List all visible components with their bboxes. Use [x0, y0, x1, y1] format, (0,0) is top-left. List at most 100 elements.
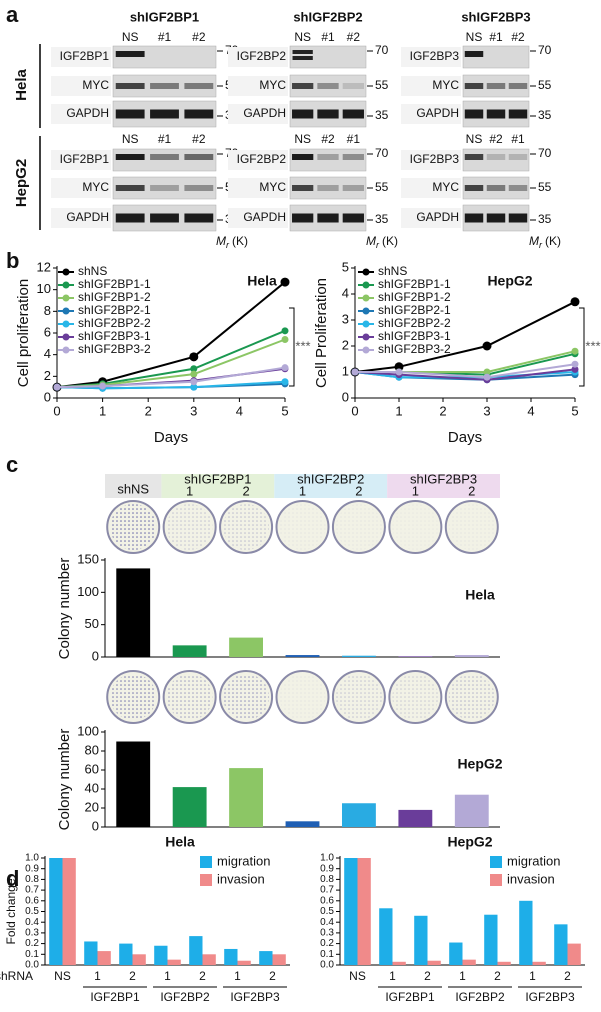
group-label: IGF2BP3	[230, 990, 280, 1004]
marker-label: 35	[538, 108, 552, 122]
data-point	[483, 373, 491, 381]
data-point	[281, 336, 289, 343]
y-tick-label: 0	[44, 389, 51, 404]
band	[115, 185, 145, 191]
series-line	[56, 366, 286, 389]
legend-label: invasion	[507, 871, 555, 886]
y-tick-label: 10	[37, 281, 51, 296]
legend-marker	[362, 268, 370, 276]
y-tick-label: 1.0	[25, 853, 39, 864]
series-line	[56, 380, 286, 390]
group-label: IGF2BP2	[455, 990, 505, 1004]
band	[292, 109, 314, 119]
legend-marker	[362, 307, 370, 315]
bar	[172, 787, 207, 827]
bar	[344, 858, 358, 965]
x-axis-label: Days	[154, 429, 188, 446]
bar	[84, 941, 98, 965]
marker-label: 35	[538, 212, 552, 226]
legend-label: migration	[507, 853, 560, 868]
x-tick-label: 4	[527, 403, 534, 418]
bar	[224, 948, 238, 965]
data-point	[190, 370, 198, 378]
y-tick-label: 0.1	[320, 949, 334, 960]
lane-label: #1	[511, 132, 525, 146]
y-tick-label: 0.7	[25, 885, 39, 896]
protein-label: GAPDH	[66, 210, 109, 224]
protein-label: MYC	[259, 180, 286, 194]
bar	[202, 954, 216, 965]
legend-label: invasion	[217, 871, 265, 886]
legend-label: shNS	[378, 264, 407, 278]
band	[486, 109, 506, 119]
band	[184, 109, 214, 119]
protein-label: MYC	[259, 78, 286, 92]
x-tick-label: 1	[395, 403, 402, 418]
band	[464, 83, 484, 89]
y-tick-label: 4	[342, 285, 349, 300]
label-box	[228, 104, 288, 124]
colony-stain	[448, 674, 495, 720]
group-label: IGF2BP3	[525, 990, 575, 1004]
bar	[49, 858, 63, 965]
bar	[454, 794, 489, 827]
x-tick-label: 2	[494, 969, 501, 983]
lane-label: NS	[466, 132, 483, 146]
x-tick-label: 2	[424, 969, 431, 983]
bar	[392, 961, 406, 965]
y-tick-label: 0.3	[25, 928, 39, 939]
colony-stain	[392, 504, 439, 550]
y-tick-label: 0.6	[25, 895, 39, 906]
header-label: shIGF2BP3	[410, 471, 477, 486]
data-point	[483, 368, 491, 376]
bar	[342, 655, 376, 657]
protein-label: GAPDH	[416, 106, 459, 120]
band	[292, 83, 314, 89]
label-box	[401, 76, 461, 96]
legend-marker	[362, 320, 370, 328]
band	[317, 109, 339, 119]
y-tick-label: 0.6	[320, 895, 334, 906]
y-tick-label: 0.2	[320, 938, 334, 949]
protein-label: IGF2BP1	[60, 49, 110, 63]
y-axis-label: Colony number	[56, 729, 73, 831]
band	[486, 154, 506, 160]
legend-swatch	[200, 856, 212, 868]
colony-stain	[279, 504, 326, 550]
legend-marker	[362, 294, 370, 302]
bar	[357, 858, 371, 965]
x-tick-label: 1	[99, 403, 106, 418]
data-point	[351, 368, 359, 376]
y-tick-label: 0.5	[25, 906, 39, 917]
significance-label: ***	[585, 338, 600, 353]
band	[150, 154, 179, 160]
legend-label: shIGF2BP1-2	[78, 290, 151, 304]
label-box	[51, 47, 111, 67]
group-label: IGF2BP1	[385, 990, 435, 1004]
band	[486, 83, 506, 89]
label-box	[228, 150, 288, 170]
bar	[414, 915, 428, 965]
data-point	[570, 297, 580, 307]
band	[115, 83, 145, 89]
protein-label: GAPDH	[66, 106, 109, 120]
legend-label: shIGF2BP1-1	[378, 277, 451, 291]
y-tick-label: 0.2	[25, 938, 39, 949]
y-tick-label: 0.4	[320, 917, 334, 928]
legend-swatch	[490, 874, 502, 886]
x-tick-label: 5	[571, 403, 578, 418]
header-label: shIGF2BP1	[184, 471, 251, 486]
band	[292, 213, 314, 223]
bar	[379, 908, 393, 965]
band	[184, 185, 214, 191]
legend-marker	[62, 281, 70, 289]
mr-label: Mr (K)	[366, 234, 398, 250]
data-point	[394, 362, 404, 372]
label-box	[401, 178, 461, 198]
series-line	[354, 300, 576, 373]
bar	[154, 945, 168, 965]
label-box	[401, 208, 461, 228]
chart-title: HepG2	[487, 273, 532, 289]
y-tick-label: 0.4	[25, 917, 39, 928]
